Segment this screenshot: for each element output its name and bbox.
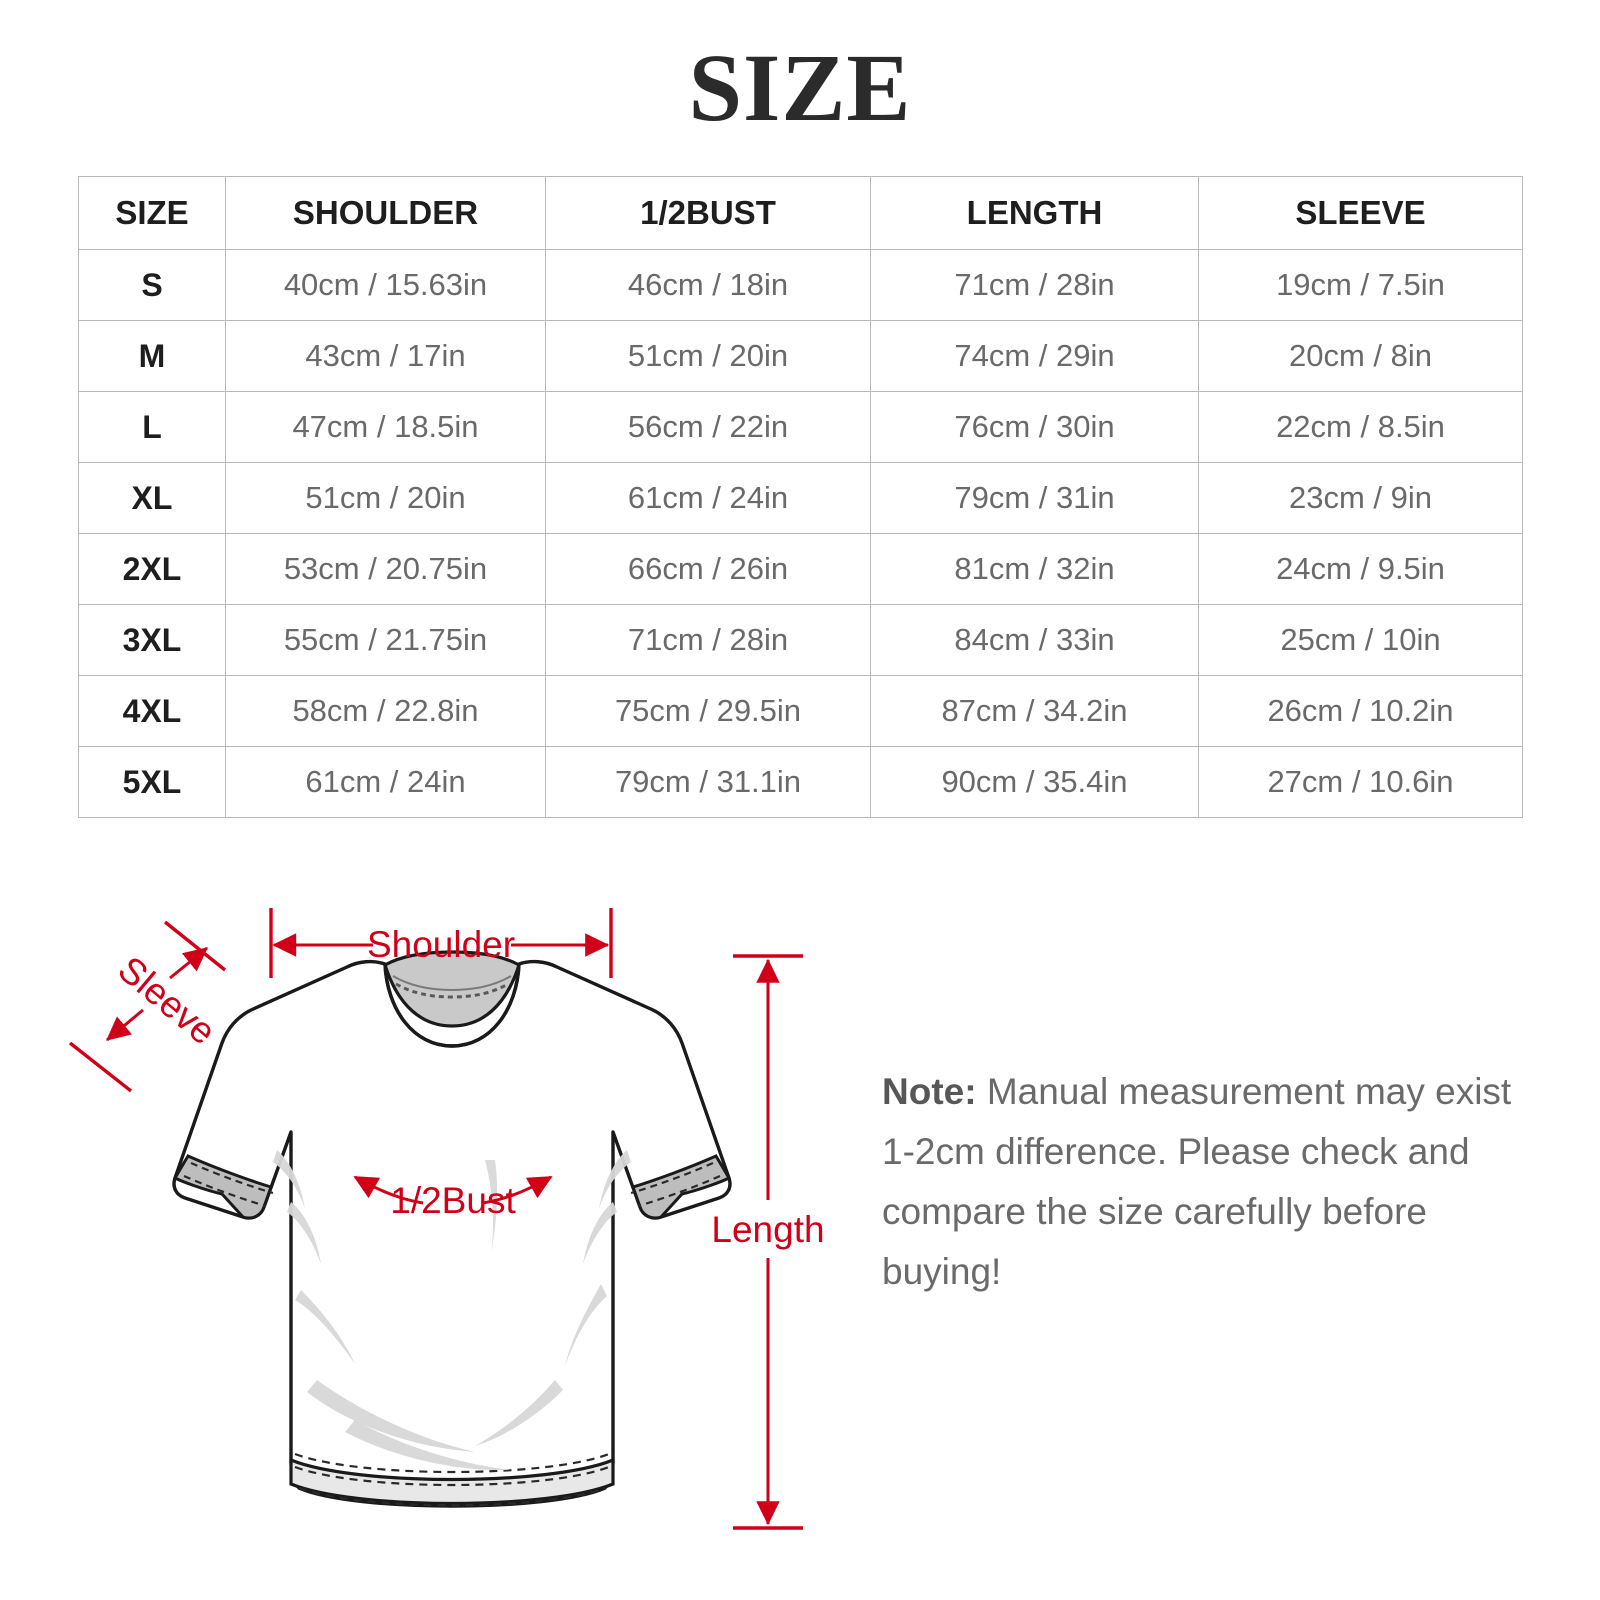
length-dimension-arrow (733, 954, 803, 1530)
cell-size: 2XL (78, 533, 226, 605)
table-row: 3XL 55cm / 21.75in 71cm / 28in 84cm / 33… (78, 604, 1523, 676)
tshirt-measurement-illustration: Shoulder Sleeve 1/2Bust Length (68, 908, 825, 1530)
cell-length: 87cm / 34.2in (870, 675, 1199, 747)
cell-shoulder: 58cm / 22.8in (225, 675, 546, 747)
cell-sleeve: 22cm / 8.5in (1198, 391, 1523, 463)
sleeve-dimension-arrow (68, 920, 227, 1093)
table-row: 2XL 53cm / 20.75in 66cm / 26in 81cm / 32… (78, 533, 1523, 605)
size-chart-table: SIZE SHOULDER 1/2BUST LENGTH SLEEVE S 40… (78, 176, 1523, 818)
cell-length: 79cm / 31in (870, 462, 1199, 534)
column-header-sleeve: SLEEVE (1198, 176, 1523, 250)
cell-bust: 71cm / 28in (545, 604, 871, 676)
cell-sleeve: 24cm / 9.5in (1198, 533, 1523, 605)
half-bust-dimension-arrow (353, 1175, 553, 1205)
cell-bust: 51cm / 20in (545, 320, 871, 392)
sleeve-label: Sleeve (111, 948, 224, 1052)
cell-sleeve: 26cm / 10.2in (1198, 675, 1523, 747)
cell-shoulder: 55cm / 21.75in (225, 604, 546, 676)
shoulder-label: Shoulder (367, 924, 515, 965)
cell-bust: 46cm / 18in (545, 249, 871, 321)
cell-size: S (78, 249, 226, 321)
cell-sleeve: 25cm / 10in (1198, 604, 1523, 676)
cell-shoulder: 43cm / 17in (225, 320, 546, 392)
cell-length: 90cm / 35.4in (870, 746, 1199, 818)
cell-size: 4XL (78, 675, 226, 747)
column-header-size: SIZE (78, 176, 226, 250)
cell-sleeve: 19cm / 7.5in (1198, 249, 1523, 321)
cell-sleeve: 20cm / 8in (1198, 320, 1523, 392)
cell-bust: 56cm / 22in (545, 391, 871, 463)
cell-bust: 61cm / 24in (545, 462, 871, 534)
table-row: 5XL 61cm / 24in 79cm / 31.1in 90cm / 35.… (78, 746, 1523, 818)
length-label: Length (711, 1209, 824, 1250)
note-label: Note: (882, 1071, 977, 1112)
size-table-container: SIZE SHOULDER 1/2BUST LENGTH SLEEVE S 40… (78, 176, 1523, 818)
note-body: Manual measurement may exist 1-2cm diffe… (882, 1071, 1512, 1292)
cell-length: 84cm / 33in (870, 604, 1199, 676)
cell-shoulder: 51cm / 20in (225, 462, 546, 534)
half-bust-label: 1/2Bust (390, 1180, 516, 1221)
cell-length: 71cm / 28in (870, 249, 1199, 321)
table-row: 4XL 58cm / 22.8in 75cm / 29.5in 87cm / 3… (78, 675, 1523, 747)
column-header-bust: 1/2BUST (545, 176, 871, 250)
cell-sleeve: 27cm / 10.6in (1198, 746, 1523, 818)
cell-size: 5XL (78, 746, 226, 818)
cell-bust: 75cm / 29.5in (545, 675, 871, 747)
cell-shoulder: 47cm / 18.5in (225, 391, 546, 463)
page-title: SIZE (688, 34, 912, 141)
cell-bust: 79cm / 31.1in (545, 746, 871, 818)
measurement-diagram: Shoulder Sleeve 1/2Bust Length (0, 840, 1600, 1600)
cell-shoulder: 40cm / 15.63in (225, 249, 546, 321)
cell-bust: 66cm / 26in (545, 533, 871, 605)
table-row: XL 51cm / 20in 61cm / 24in 79cm / 31in 2… (78, 462, 1523, 534)
table-header-row: SIZE SHOULDER 1/2BUST LENGTH SLEEVE (78, 176, 1523, 250)
tshirt-icon (172, 950, 732, 1508)
table-row: M 43cm / 17in 51cm / 20in 74cm / 29in 20… (78, 320, 1523, 392)
shoulder-dimension-arrow (269, 908, 613, 978)
cell-length: 74cm / 29in (870, 320, 1199, 392)
cell-size: XL (78, 462, 226, 534)
cell-size: M (78, 320, 226, 392)
cell-sleeve: 23cm / 9in (1198, 462, 1523, 534)
cell-shoulder: 53cm / 20.75in (225, 533, 546, 605)
column-header-length: LENGTH (870, 176, 1199, 250)
column-header-shoulder: SHOULDER (225, 176, 546, 250)
table-row: S 40cm / 15.63in 46cm / 18in 71cm / 28in… (78, 249, 1523, 321)
cell-size: L (78, 391, 226, 463)
cell-size: 3XL (78, 604, 226, 676)
note-text-block: Note: Manual measurement may exist 1-2cm… (882, 1062, 1522, 1302)
cell-length: 81cm / 32in (870, 533, 1199, 605)
cell-length: 76cm / 30in (870, 391, 1199, 463)
table-row: L 47cm / 18.5in 56cm / 22in 76cm / 30in … (78, 391, 1523, 463)
cell-shoulder: 61cm / 24in (225, 746, 546, 818)
